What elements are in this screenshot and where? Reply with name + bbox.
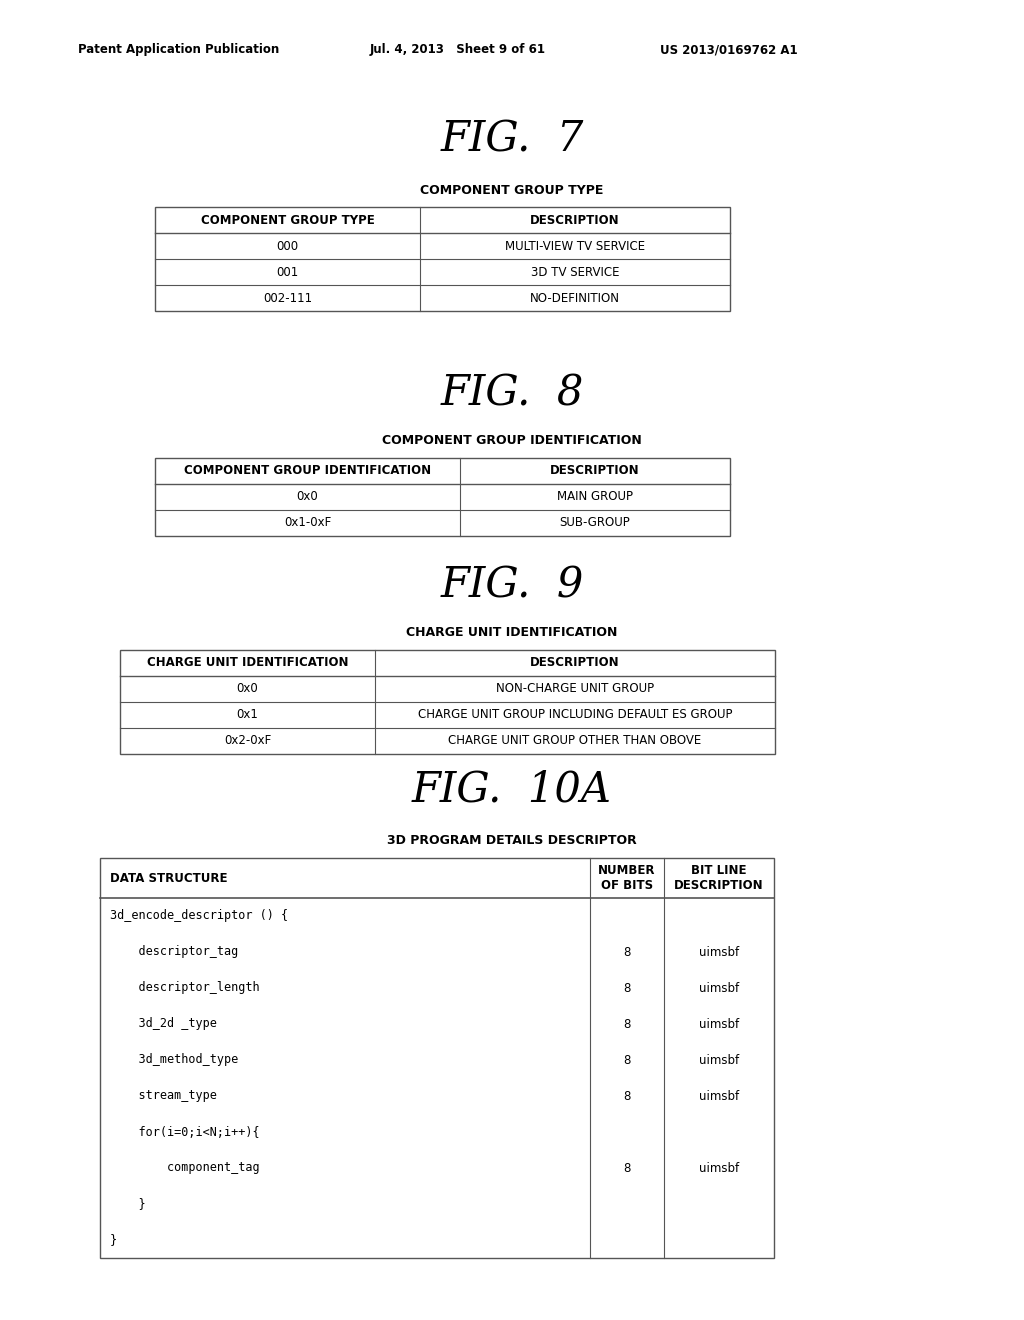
Text: 8: 8 xyxy=(624,1089,631,1102)
Text: COMPONENT GROUP IDENTIFICATION: COMPONENT GROUP IDENTIFICATION xyxy=(184,465,431,478)
Text: component_tag: component_tag xyxy=(110,1162,260,1175)
Text: COMPONENT GROUP IDENTIFICATION: COMPONENT GROUP IDENTIFICATION xyxy=(382,433,642,446)
Text: CHARGE UNIT GROUP OTHER THAN OBOVE: CHARGE UNIT GROUP OTHER THAN OBOVE xyxy=(449,734,701,747)
Text: FIG.  9: FIG. 9 xyxy=(440,564,584,606)
Text: 3D PROGRAM DETAILS DESCRIPTOR: 3D PROGRAM DETAILS DESCRIPTOR xyxy=(387,833,637,846)
Bar xyxy=(155,458,730,536)
Text: NUMBER: NUMBER xyxy=(598,865,655,878)
Text: 0x2-0xF: 0x2-0xF xyxy=(224,734,271,747)
Text: DESCRIPTION: DESCRIPTION xyxy=(530,656,620,669)
Text: 8: 8 xyxy=(624,1162,631,1175)
Text: NO-DEFINITION: NO-DEFINITION xyxy=(530,292,620,305)
Text: uimsbf: uimsbf xyxy=(699,982,739,994)
Text: uimsbf: uimsbf xyxy=(699,1089,739,1102)
Text: DESCRIPTION: DESCRIPTION xyxy=(530,214,620,227)
Text: 8: 8 xyxy=(624,1018,631,1031)
Text: OF BITS: OF BITS xyxy=(601,879,653,892)
Text: uimsbf: uimsbf xyxy=(699,1162,739,1175)
Text: 3d_2d _type: 3d_2d _type xyxy=(110,1018,217,1031)
Text: uimsbf: uimsbf xyxy=(699,945,739,958)
Text: FIG.  8: FIG. 8 xyxy=(440,372,584,414)
Text: CHARGE UNIT IDENTIFICATION: CHARGE UNIT IDENTIFICATION xyxy=(407,626,617,639)
Text: FIG.  10A: FIG. 10A xyxy=(412,770,612,810)
Text: SUB-GROUP: SUB-GROUP xyxy=(560,516,631,529)
Text: US 2013/0169762 A1: US 2013/0169762 A1 xyxy=(660,44,798,57)
Text: COMPONENT GROUP TYPE: COMPONENT GROUP TYPE xyxy=(420,183,604,197)
Text: MAIN GROUP: MAIN GROUP xyxy=(557,491,633,503)
Text: DESCRIPTION: DESCRIPTION xyxy=(550,465,640,478)
Text: MULTI-VIEW TV SERVICE: MULTI-VIEW TV SERVICE xyxy=(505,239,645,252)
Text: 8: 8 xyxy=(624,982,631,994)
Text: Jul. 4, 2013   Sheet 9 of 61: Jul. 4, 2013 Sheet 9 of 61 xyxy=(370,44,546,57)
Text: 3D TV SERVICE: 3D TV SERVICE xyxy=(530,265,620,279)
Text: 8: 8 xyxy=(624,1053,631,1067)
Text: uimsbf: uimsbf xyxy=(699,1053,739,1067)
Text: }: } xyxy=(110,1233,117,1246)
Bar xyxy=(120,649,775,754)
Text: for(i=0;i<N;i++){: for(i=0;i<N;i++){ xyxy=(110,1126,260,1138)
Text: 002-111: 002-111 xyxy=(263,292,312,305)
Text: CHARGE UNIT GROUP INCLUDING DEFAULT ES GROUP: CHARGE UNIT GROUP INCLUDING DEFAULT ES G… xyxy=(418,709,732,722)
Text: COMPONENT GROUP TYPE: COMPONENT GROUP TYPE xyxy=(201,214,375,227)
Text: 0x1: 0x1 xyxy=(237,709,258,722)
Text: FIG.  7: FIG. 7 xyxy=(440,119,584,161)
Text: 8: 8 xyxy=(624,945,631,958)
Bar xyxy=(100,858,774,1258)
Text: }: } xyxy=(110,1197,145,1210)
Text: 000: 000 xyxy=(276,239,299,252)
Text: descriptor_tag: descriptor_tag xyxy=(110,945,239,958)
Text: 0x0: 0x0 xyxy=(237,682,258,696)
Bar xyxy=(155,207,730,312)
Text: CHARGE UNIT IDENTIFICATION: CHARGE UNIT IDENTIFICATION xyxy=(146,656,348,669)
Text: 0x0: 0x0 xyxy=(297,491,318,503)
Text: descriptor_length: descriptor_length xyxy=(110,982,260,994)
Text: BIT LINE: BIT LINE xyxy=(691,865,746,878)
Text: NON-CHARGE UNIT GROUP: NON-CHARGE UNIT GROUP xyxy=(496,682,654,696)
Text: 001: 001 xyxy=(276,265,299,279)
Text: DESCRIPTION: DESCRIPTION xyxy=(674,879,764,892)
Text: 3d_method_type: 3d_method_type xyxy=(110,1053,239,1067)
Text: Patent Application Publication: Patent Application Publication xyxy=(78,44,280,57)
Text: stream_type: stream_type xyxy=(110,1089,217,1102)
Text: 3d_encode_descriptor () {: 3d_encode_descriptor () { xyxy=(110,909,288,923)
Text: uimsbf: uimsbf xyxy=(699,1018,739,1031)
Text: DATA STRUCTURE: DATA STRUCTURE xyxy=(110,871,227,884)
Text: 0x1-0xF: 0x1-0xF xyxy=(284,516,331,529)
